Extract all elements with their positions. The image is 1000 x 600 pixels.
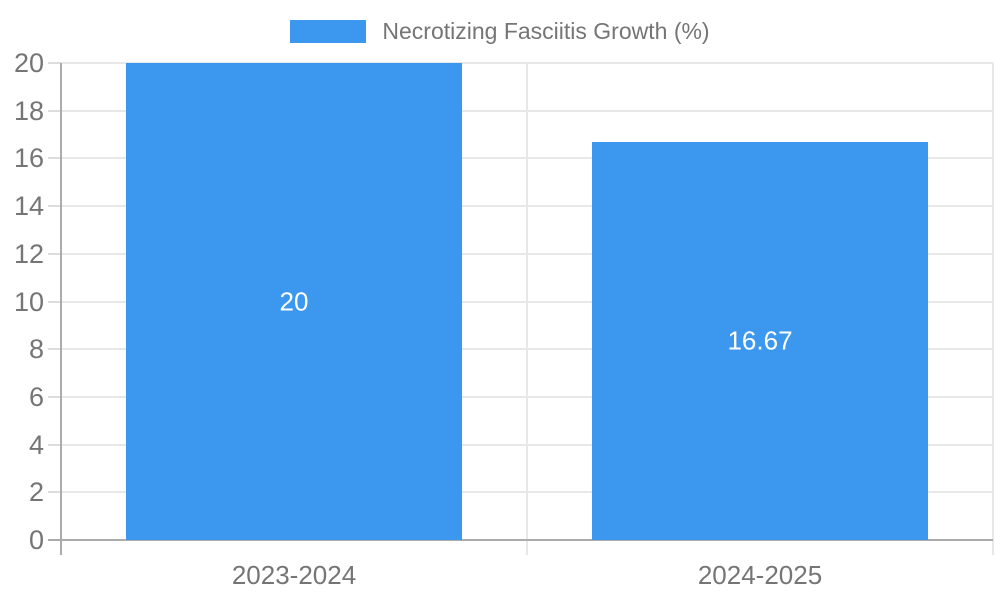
bar-value-label: 20 (279, 286, 309, 316)
y-axis-tick-mark (48, 157, 61, 160)
y-axis-tick-label: 14 (13, 191, 44, 222)
y-axis-tick-label: 0 (28, 525, 44, 555)
y-axis-tick-label: 12 (13, 238, 44, 269)
x-axis-tick-label: 2024-2025 (697, 560, 823, 590)
y-axis-tick-label: 8 (28, 334, 44, 365)
y-axis-tick-label: 4 (28, 429, 44, 460)
y-axis-tick-mark (48, 348, 61, 351)
x-axis-tick-label: 2023-2024 (231, 560, 357, 590)
bar-2023-2024[interactable] (126, 63, 462, 540)
y-axis-tick-label: 18 (13, 95, 44, 126)
legend[interactable]: Necrotizing Fasciitis Growth (%) (0, 18, 1000, 45)
y-axis-tick-label: 20 (13, 48, 44, 78)
y-axis-tick-mark (48, 252, 61, 255)
y-axis-tick-mark (48, 62, 61, 64)
y-axis-tick-mark (48, 109, 61, 112)
y-axis-tick-label: 2 (28, 477, 44, 508)
gridline-vertical (526, 63, 528, 555)
y-axis-line (60, 63, 62, 555)
legend-swatch (290, 20, 367, 43)
bar-value-label: 16.67 (727, 325, 793, 356)
y-axis-tick-mark (48, 300, 61, 303)
y-axis-tick-label: 16 (13, 143, 44, 174)
y-axis-tick-mark (48, 443, 61, 446)
y-axis-tick-label: 6 (28, 381, 44, 412)
gridline-vertical (992, 63, 994, 555)
y-axis-tick-label: 10 (13, 286, 44, 317)
x-axis-line (48, 539, 993, 541)
y-axis-tick-mark (48, 491, 61, 494)
y-axis-tick-mark (48, 205, 61, 208)
y-axis-tick-mark (48, 395, 61, 398)
bar-2024-2025[interactable] (592, 142, 928, 540)
legend-label: Necrotizing Fasciitis Growth (%) (382, 18, 710, 44)
